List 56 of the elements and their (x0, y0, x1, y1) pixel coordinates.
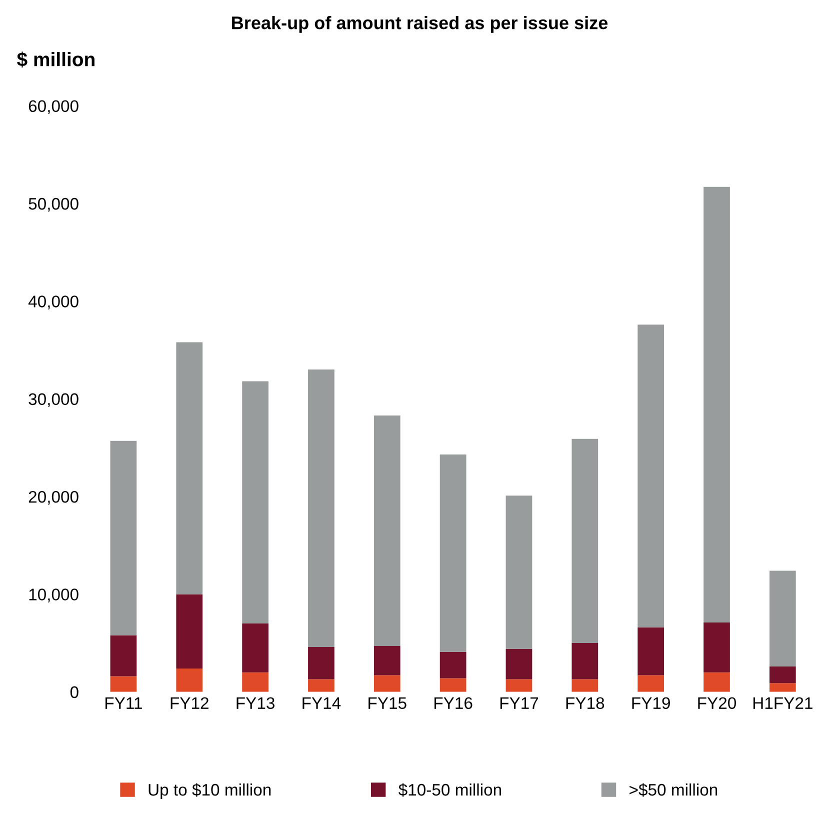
chart-title: Break-up of amount raised as per issue size (232, 16, 608, 33)
bar (638, 324, 664, 628)
y-tick-label: 30,000 (28, 393, 78, 408)
bar (176, 342, 203, 594)
bar (506, 679, 532, 692)
bar (176, 668, 203, 692)
bar (638, 627, 664, 676)
legend-label: Up to $10 million (148, 783, 271, 799)
y-tick-label: 60,000 (28, 100, 78, 114)
bar (769, 683, 796, 692)
x-tick-label: FY11 (106, 697, 142, 709)
bar (769, 666, 796, 684)
y-tick-label: 40,000 (28, 296, 78, 310)
bar (242, 381, 268, 624)
y-tick-label: 10,000 (29, 588, 78, 602)
bar (769, 570, 796, 667)
y-axis-title: $ million (17, 52, 94, 68)
bar (440, 678, 466, 692)
bar (704, 186, 730, 623)
bar (176, 594, 203, 668)
bar (440, 454, 466, 652)
bar (572, 679, 598, 692)
bar (374, 415, 400, 646)
bar (572, 438, 598, 644)
bar (308, 370, 334, 647)
x-tick-label: H1FY21 (753, 697, 812, 709)
x-tick-label: FY17 (500, 697, 538, 709)
bar (506, 496, 532, 649)
y-tick-label: 20,000 (28, 490, 78, 505)
x-tick-label: FY14 (302, 697, 341, 709)
bar (242, 672, 268, 692)
x-tick-label: FY13 (236, 697, 274, 710)
x-tick-label: FY16 (434, 697, 472, 710)
x-tick-label: FY20 (698, 697, 736, 710)
x-tick-label: FY12 (170, 697, 208, 709)
bar (110, 635, 137, 676)
bar (242, 624, 268, 672)
bar (308, 646, 334, 680)
x-tick-label: FY18 (566, 697, 604, 710)
bar (308, 679, 334, 692)
y-tick-label: 0 (70, 686, 78, 698)
bar (704, 622, 730, 672)
bar (506, 648, 532, 680)
bar (638, 675, 664, 692)
bar (572, 643, 598, 680)
bar (110, 440, 137, 636)
bar (110, 676, 137, 692)
bar (374, 675, 400, 692)
legend-label: >$50 million (630, 783, 718, 797)
bar (374, 646, 400, 676)
x-tick-label: FY19 (632, 697, 670, 710)
legend-label: $10-50 million (398, 783, 501, 797)
y-tick-label: 50,000 (28, 198, 78, 212)
bar (704, 672, 730, 692)
bar (440, 652, 466, 678)
x-tick-label: FY15 (368, 697, 406, 710)
